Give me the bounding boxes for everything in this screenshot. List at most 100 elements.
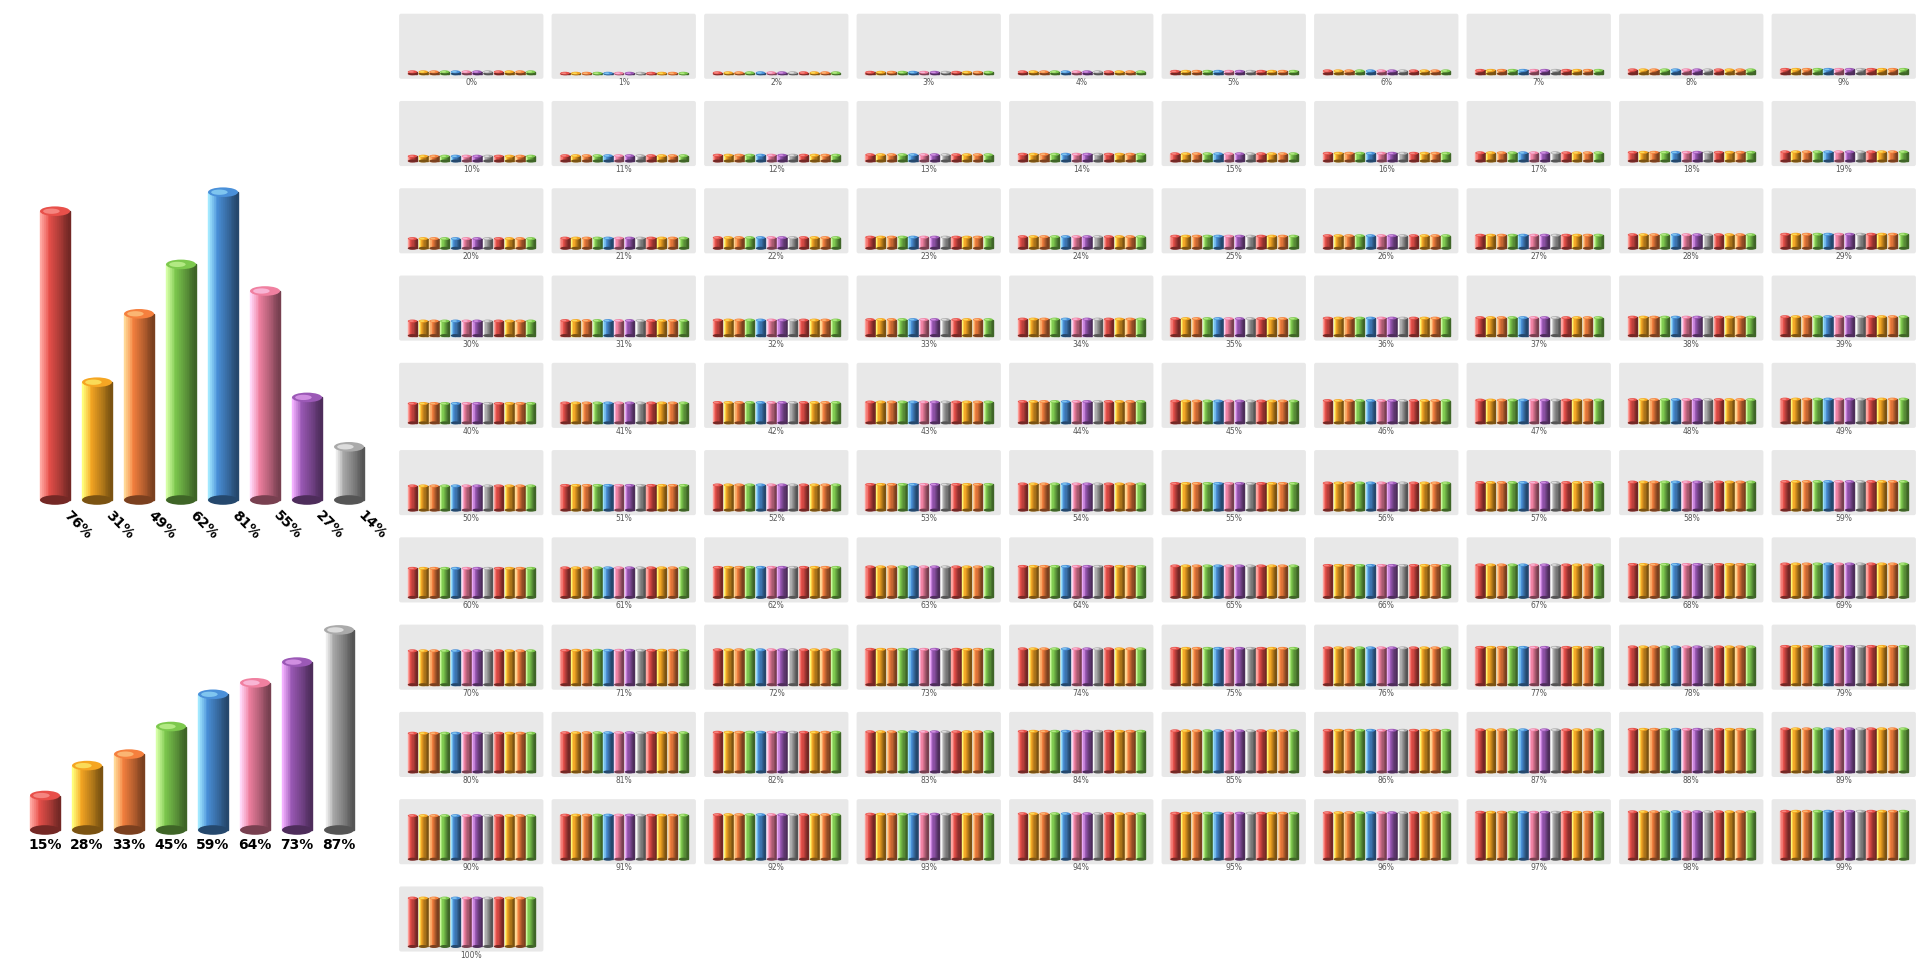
Ellipse shape bbox=[603, 814, 612, 817]
Ellipse shape bbox=[1715, 646, 1720, 648]
Ellipse shape bbox=[1225, 483, 1231, 485]
Ellipse shape bbox=[1498, 399, 1503, 401]
Ellipse shape bbox=[1062, 71, 1068, 73]
Ellipse shape bbox=[451, 596, 461, 599]
Ellipse shape bbox=[1703, 728, 1713, 731]
Ellipse shape bbox=[1486, 316, 1496, 319]
Ellipse shape bbox=[31, 826, 60, 835]
FancyBboxPatch shape bbox=[856, 363, 1000, 428]
Ellipse shape bbox=[1628, 564, 1634, 565]
Ellipse shape bbox=[1225, 596, 1233, 599]
Ellipse shape bbox=[1171, 648, 1177, 649]
Ellipse shape bbox=[733, 684, 743, 686]
Ellipse shape bbox=[985, 71, 989, 73]
Ellipse shape bbox=[1528, 159, 1538, 162]
Text: 15%: 15% bbox=[29, 838, 61, 852]
Ellipse shape bbox=[810, 484, 816, 486]
Ellipse shape bbox=[962, 71, 972, 74]
Ellipse shape bbox=[1442, 318, 1448, 319]
Ellipse shape bbox=[866, 731, 876, 733]
Ellipse shape bbox=[1530, 152, 1536, 154]
Ellipse shape bbox=[756, 71, 766, 74]
Ellipse shape bbox=[526, 72, 536, 75]
Ellipse shape bbox=[1137, 235, 1146, 238]
FancyBboxPatch shape bbox=[1162, 538, 1306, 603]
Ellipse shape bbox=[493, 945, 503, 948]
Ellipse shape bbox=[1814, 151, 1818, 153]
Ellipse shape bbox=[526, 334, 536, 337]
Ellipse shape bbox=[1365, 72, 1375, 75]
Ellipse shape bbox=[1824, 151, 1834, 154]
Ellipse shape bbox=[1062, 564, 1069, 568]
Ellipse shape bbox=[1475, 72, 1484, 75]
Ellipse shape bbox=[1661, 857, 1668, 861]
Ellipse shape bbox=[1693, 234, 1699, 235]
Ellipse shape bbox=[822, 72, 826, 74]
Ellipse shape bbox=[1715, 810, 1722, 813]
FancyBboxPatch shape bbox=[1313, 363, 1459, 428]
Ellipse shape bbox=[876, 334, 885, 337]
Ellipse shape bbox=[920, 319, 925, 321]
Ellipse shape bbox=[801, 401, 804, 403]
Ellipse shape bbox=[1899, 316, 1905, 318]
Ellipse shape bbox=[1344, 159, 1354, 162]
Ellipse shape bbox=[1475, 771, 1484, 774]
Ellipse shape bbox=[1540, 152, 1549, 155]
FancyBboxPatch shape bbox=[1162, 13, 1306, 79]
Ellipse shape bbox=[1540, 334, 1549, 337]
Ellipse shape bbox=[1834, 247, 1843, 250]
Ellipse shape bbox=[505, 650, 511, 652]
Ellipse shape bbox=[1736, 596, 1745, 599]
Ellipse shape bbox=[1192, 564, 1202, 567]
Ellipse shape bbox=[1225, 400, 1231, 402]
Ellipse shape bbox=[1528, 646, 1538, 649]
Ellipse shape bbox=[472, 155, 482, 157]
Ellipse shape bbox=[1137, 70, 1146, 73]
Ellipse shape bbox=[1801, 247, 1811, 250]
Ellipse shape bbox=[1409, 152, 1419, 155]
Ellipse shape bbox=[1202, 684, 1212, 686]
Ellipse shape bbox=[1899, 397, 1908, 400]
Ellipse shape bbox=[962, 813, 972, 816]
Ellipse shape bbox=[657, 857, 666, 861]
Ellipse shape bbox=[735, 732, 741, 733]
Ellipse shape bbox=[1651, 317, 1655, 318]
Ellipse shape bbox=[1018, 564, 1027, 568]
Ellipse shape bbox=[1235, 234, 1244, 238]
Ellipse shape bbox=[1551, 811, 1557, 813]
Ellipse shape bbox=[1596, 152, 1599, 154]
Ellipse shape bbox=[1887, 596, 1897, 599]
Ellipse shape bbox=[1519, 729, 1524, 731]
Ellipse shape bbox=[505, 815, 511, 816]
Ellipse shape bbox=[973, 813, 983, 816]
Ellipse shape bbox=[768, 732, 772, 733]
Ellipse shape bbox=[1225, 235, 1231, 237]
Ellipse shape bbox=[484, 684, 492, 686]
Ellipse shape bbox=[1062, 159, 1069, 162]
Ellipse shape bbox=[593, 732, 601, 734]
Ellipse shape bbox=[801, 237, 804, 238]
Ellipse shape bbox=[1878, 159, 1887, 162]
Ellipse shape bbox=[570, 401, 580, 404]
Ellipse shape bbox=[1726, 152, 1730, 154]
Ellipse shape bbox=[1334, 72, 1342, 75]
Ellipse shape bbox=[614, 155, 624, 157]
Ellipse shape bbox=[1246, 70, 1256, 73]
Ellipse shape bbox=[474, 567, 478, 569]
Ellipse shape bbox=[1213, 334, 1223, 337]
Ellipse shape bbox=[1116, 771, 1123, 774]
Ellipse shape bbox=[831, 509, 841, 512]
Ellipse shape bbox=[1528, 247, 1538, 250]
Ellipse shape bbox=[1682, 151, 1692, 154]
Ellipse shape bbox=[1377, 334, 1386, 337]
Ellipse shape bbox=[1334, 564, 1340, 566]
Ellipse shape bbox=[1073, 400, 1077, 402]
Ellipse shape bbox=[430, 485, 436, 487]
Ellipse shape bbox=[712, 484, 722, 487]
Ellipse shape bbox=[985, 813, 989, 815]
Ellipse shape bbox=[745, 857, 755, 861]
Ellipse shape bbox=[1071, 72, 1081, 75]
Ellipse shape bbox=[1899, 151, 1908, 154]
Ellipse shape bbox=[756, 684, 766, 686]
Ellipse shape bbox=[1628, 233, 1638, 236]
